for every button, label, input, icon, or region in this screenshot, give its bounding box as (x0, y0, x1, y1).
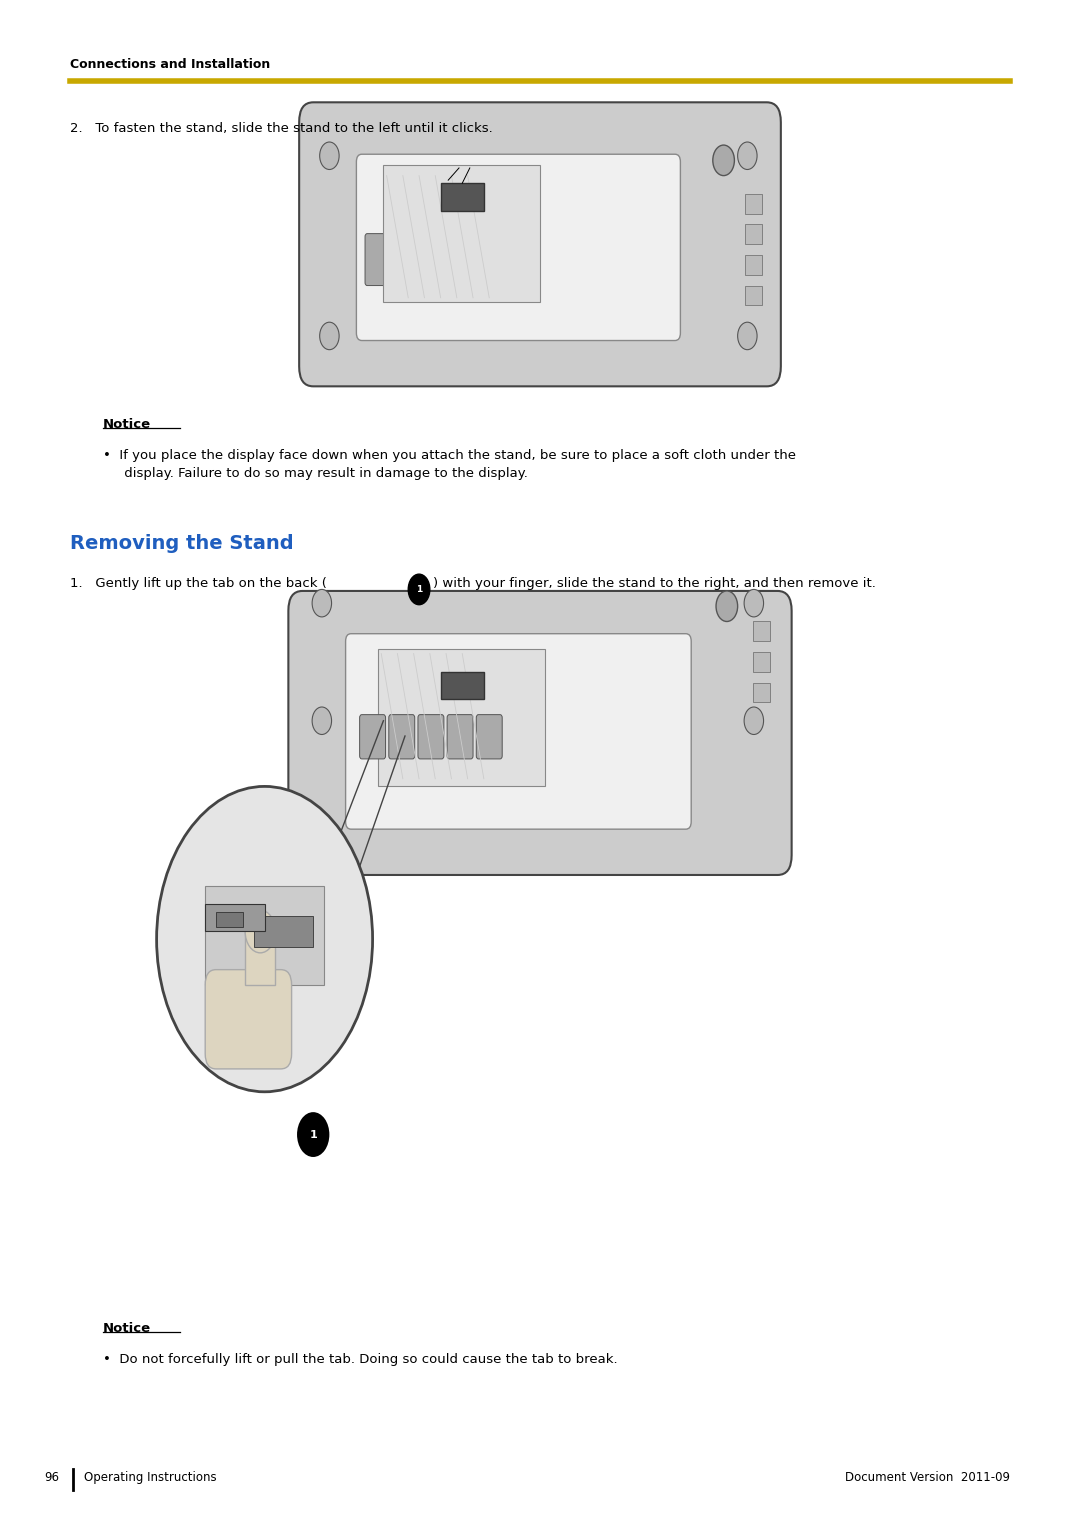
FancyBboxPatch shape (418, 715, 444, 759)
FancyBboxPatch shape (456, 234, 484, 286)
Text: •  If you place the display face down when you attach the stand, be sure to plac: • If you place the display face down whe… (103, 449, 796, 481)
Circle shape (716, 591, 738, 621)
Bar (378, 649, 545, 786)
FancyBboxPatch shape (205, 970, 292, 1069)
Text: 96: 96 (44, 1471, 59, 1484)
FancyBboxPatch shape (476, 715, 502, 759)
FancyBboxPatch shape (360, 715, 386, 759)
FancyBboxPatch shape (299, 102, 781, 386)
Text: ) with your finger, slide the stand to the right, and then remove it.: ) with your finger, slide the stand to t… (433, 577, 876, 591)
Bar (745, 194, 762, 214)
FancyBboxPatch shape (486, 234, 514, 286)
FancyBboxPatch shape (365, 234, 393, 286)
Bar (441, 183, 484, 211)
Bar (205, 904, 265, 931)
Bar (383, 165, 540, 302)
Text: •  Do not forcefully lift or pull the tab. Doing so could cause the tab to break: • Do not forcefully lift or pull the tab… (103, 1353, 618, 1367)
Circle shape (312, 589, 332, 617)
Circle shape (408, 574, 430, 605)
Circle shape (738, 142, 757, 169)
Text: 1: 1 (309, 1130, 318, 1139)
Bar (441, 672, 484, 699)
FancyBboxPatch shape (395, 234, 423, 286)
Circle shape (312, 707, 332, 734)
FancyBboxPatch shape (346, 634, 691, 829)
Bar (205, 886, 324, 985)
Bar (745, 286, 762, 305)
Circle shape (738, 322, 757, 350)
Bar (745, 224, 762, 244)
Circle shape (320, 142, 339, 169)
FancyBboxPatch shape (288, 591, 792, 875)
Bar (745, 255, 762, 275)
Text: 1: 1 (416, 585, 422, 594)
FancyBboxPatch shape (356, 154, 680, 341)
Polygon shape (245, 931, 275, 985)
Circle shape (744, 589, 764, 617)
Text: Removing the Stand: Removing the Stand (70, 534, 294, 553)
Text: Connections and Installation: Connections and Installation (70, 58, 270, 70)
FancyBboxPatch shape (389, 715, 415, 759)
Text: 1.   Gently lift up the tab on the back (: 1. Gently lift up the tab on the back ( (70, 577, 327, 591)
Text: Operating Instructions: Operating Instructions (84, 1471, 217, 1484)
Bar (753, 683, 770, 702)
Text: Document Version  2011-09: Document Version 2011-09 (845, 1471, 1010, 1484)
Bar (753, 621, 770, 641)
Bar (254, 916, 313, 947)
FancyBboxPatch shape (447, 715, 473, 759)
Circle shape (245, 910, 275, 953)
Circle shape (298, 1113, 328, 1156)
FancyBboxPatch shape (426, 234, 454, 286)
Circle shape (713, 145, 734, 176)
Text: Notice: Notice (103, 418, 151, 432)
Bar (753, 652, 770, 672)
Bar (216, 912, 243, 927)
Text: Notice: Notice (103, 1322, 151, 1336)
Text: 2.   To fasten the stand, slide the stand to the left until it clicks.: 2. To fasten the stand, slide the stand … (70, 122, 492, 136)
Circle shape (744, 707, 764, 734)
Circle shape (320, 322, 339, 350)
Circle shape (157, 786, 373, 1092)
